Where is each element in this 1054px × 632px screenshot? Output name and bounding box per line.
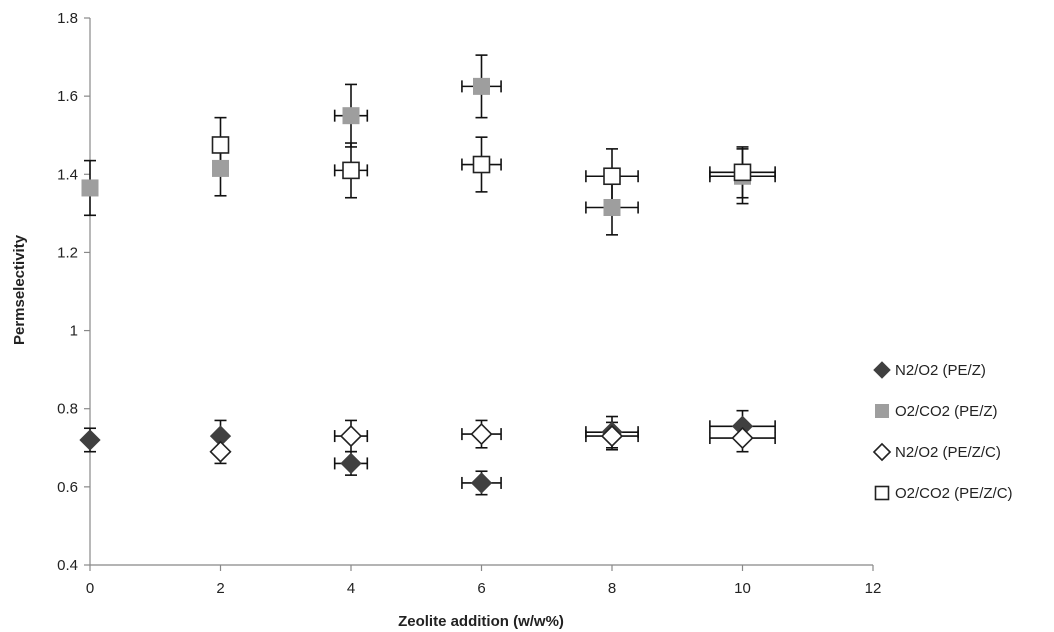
y-tick-label: 0.8 bbox=[57, 401, 78, 418]
legend-label: O2/CO2 (PE/Z) bbox=[895, 403, 998, 420]
legend-entry: O2/CO2 (PE/Z) bbox=[875, 403, 998, 420]
data-point-series-4 bbox=[603, 167, 621, 186]
data-point-series-2 bbox=[342, 107, 360, 125]
data-point-series-4 bbox=[211, 136, 230, 154]
y-tick-label: 1.8 bbox=[57, 10, 78, 27]
data-point-series-1 bbox=[79, 429, 101, 451]
data-point-series-1 bbox=[340, 452, 362, 475]
y-tick-label: 1.2 bbox=[57, 244, 78, 261]
legend-marker bbox=[875, 404, 889, 418]
data-point-series-3 bbox=[209, 440, 232, 463]
data-point-series-4 bbox=[733, 163, 752, 182]
data-points bbox=[79, 77, 754, 494]
data-point-series-3 bbox=[731, 426, 754, 450]
legend-label: N2/O2 (PE/Z/C) bbox=[895, 444, 1001, 461]
legend-entry: N2/O2 (PE/Z) bbox=[873, 361, 986, 379]
x-tick-label: 6 bbox=[477, 580, 485, 597]
data-point-series-2 bbox=[212, 159, 229, 177]
x-tick-label: 8 bbox=[608, 580, 616, 597]
x-tick-label: 0 bbox=[86, 580, 94, 597]
y-axis-title: Permselectivity bbox=[11, 234, 28, 345]
legend-marker bbox=[874, 485, 890, 501]
y-tick-label: 1.4 bbox=[57, 166, 78, 183]
y-tick-label: 1.6 bbox=[57, 88, 78, 105]
x-tick-label: 12 bbox=[865, 580, 882, 597]
legend-entry: O2/CO2 (PE/Z/C) bbox=[874, 485, 1013, 502]
legend-marker bbox=[873, 361, 891, 379]
data-point-series-1 bbox=[470, 472, 493, 494]
error-bars bbox=[84, 54, 776, 496]
data-point-series-3 bbox=[339, 425, 363, 448]
x-tick-label: 2 bbox=[216, 580, 224, 597]
y-tick-label: 1 bbox=[70, 323, 78, 340]
data-point-series-3 bbox=[600, 425, 624, 448]
data-point-series-4 bbox=[472, 155, 491, 174]
x-axis-title: Zeolite addition (w/w%) bbox=[398, 613, 564, 630]
data-point-series-2 bbox=[603, 198, 621, 216]
x-tick-label: 10 bbox=[734, 580, 751, 597]
x-tick-label: 4 bbox=[347, 580, 355, 597]
y-tick-label: 0.4 bbox=[57, 557, 78, 574]
data-point-series-2 bbox=[81, 179, 99, 197]
data-point-series-3 bbox=[470, 423, 493, 446]
legend-label: N2/O2 (PE/Z) bbox=[895, 362, 986, 379]
data-point-series-2 bbox=[473, 77, 490, 95]
legend-label: O2/CO2 (PE/Z/C) bbox=[895, 485, 1013, 502]
data-point-series-4 bbox=[342, 161, 360, 180]
y-tick-label: 0.6 bbox=[57, 479, 78, 496]
legend: N2/O2 (PE/Z) O2/CO2 (PE/Z) N2/O2 (PE/Z/C) O… bbox=[872, 361, 1013, 502]
legend-entry: N2/O2 (PE/Z/C) bbox=[872, 442, 1001, 462]
tick-labels: 0.4 0.6 0.8 1 1.2 1.4 1.6 1.8 0 2 4 6 8 10 12 bbox=[57, 10, 881, 597]
legend-marker bbox=[872, 442, 892, 462]
